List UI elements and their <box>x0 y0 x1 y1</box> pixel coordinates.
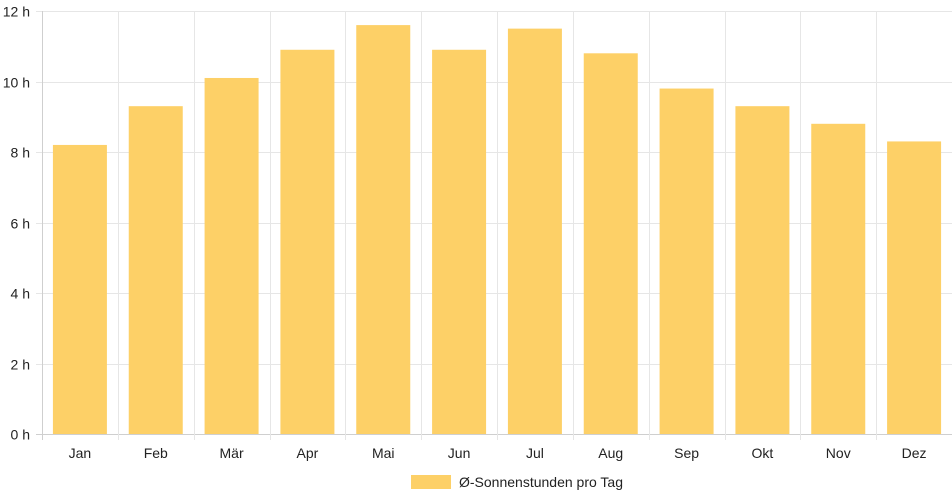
bar-jan[interactable] <box>52 144 107 434</box>
bar-apr[interactable] <box>280 49 335 435</box>
x-tick-label: Feb <box>144 445 168 461</box>
legend-swatch[interactable] <box>411 475 452 489</box>
legend-label[interactable]: Ø-Sonnenstunden pro Tag <box>459 474 623 490</box>
x-tick-label: Jun <box>448 445 471 461</box>
bar-aug[interactable] <box>583 53 638 435</box>
y-tick-label: 6 h <box>11 216 30 232</box>
y-axis-ticks: 0 h 2 h 4 h 6 h 8 h 10 h 12 h <box>3 4 30 443</box>
y-tick-label: 12 h <box>3 4 30 20</box>
gridlines <box>36 11 952 440</box>
bars <box>52 25 942 435</box>
bar-feb[interactable] <box>128 106 183 435</box>
y-tick-label: 10 h <box>3 75 30 91</box>
x-tick-label: Apr <box>297 445 319 461</box>
y-tick-label: 4 h <box>11 286 30 302</box>
bar-mär[interactable] <box>204 77 259 434</box>
y-tick-label: 2 h <box>11 357 30 373</box>
x-axis-ticks: Jan Feb Mär Apr Mai Jun Jul Aug Sep Okt Nov Dez <box>69 445 927 461</box>
y-tick-label: 0 h <box>11 427 30 443</box>
y-tick-label: 8 h <box>11 145 30 161</box>
x-tick-label: Sep <box>674 445 699 461</box>
x-tick-label: Nov <box>826 445 851 461</box>
x-tick-label: Mai <box>372 445 395 461</box>
bar-nov[interactable] <box>811 123 866 435</box>
x-tick-label: Aug <box>598 445 623 461</box>
x-tick-label: Jan <box>69 445 92 461</box>
bar-dez[interactable] <box>887 141 942 435</box>
bar-okt[interactable] <box>735 106 790 435</box>
x-tick-label: Dez <box>902 445 927 461</box>
bar-jun[interactable] <box>432 49 487 435</box>
x-tick-label: Jul <box>526 445 544 461</box>
legend[interactable]: Ø-Sonnenstunden pro Tag <box>411 474 623 490</box>
bar-mai[interactable] <box>356 25 411 434</box>
bar-sep[interactable] <box>659 88 714 435</box>
x-tick-label: Okt <box>752 445 774 461</box>
bar-jul[interactable] <box>507 28 562 434</box>
x-tick-label: Mär <box>220 445 244 461</box>
